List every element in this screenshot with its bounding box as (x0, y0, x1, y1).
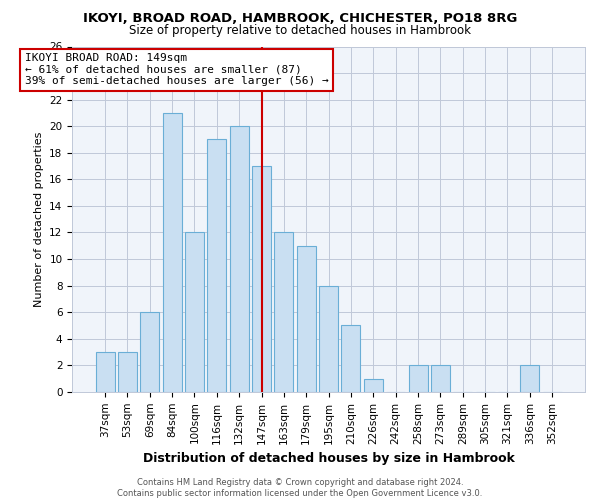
Text: Contains HM Land Registry data © Crown copyright and database right 2024.
Contai: Contains HM Land Registry data © Crown c… (118, 478, 482, 498)
Text: Size of property relative to detached houses in Hambrook: Size of property relative to detached ho… (129, 24, 471, 37)
Y-axis label: Number of detached properties: Number of detached properties (34, 132, 44, 307)
Bar (230, 126, 248, 392)
Bar (95, 352, 115, 392)
Bar (520, 366, 539, 392)
Bar (319, 286, 338, 392)
Bar (431, 366, 450, 392)
Bar (409, 366, 428, 392)
X-axis label: Distribution of detached houses by size in Hambrook: Distribution of detached houses by size … (143, 452, 515, 465)
Bar (252, 166, 271, 392)
Text: IKOYI, BROAD ROAD, HAMBROOK, CHICHESTER, PO18 8RG: IKOYI, BROAD ROAD, HAMBROOK, CHICHESTER,… (83, 12, 517, 26)
Bar (297, 246, 316, 392)
Bar (364, 378, 383, 392)
Bar (185, 232, 204, 392)
Text: IKOYI BROAD ROAD: 149sqm
← 61% of detached houses are smaller (87)
39% of semi-d: IKOYI BROAD ROAD: 149sqm ← 61% of detach… (25, 53, 328, 86)
Bar (163, 113, 182, 392)
Bar (274, 232, 293, 392)
Bar (118, 352, 137, 392)
Bar (140, 312, 159, 392)
Bar (341, 326, 361, 392)
Bar (208, 140, 226, 392)
